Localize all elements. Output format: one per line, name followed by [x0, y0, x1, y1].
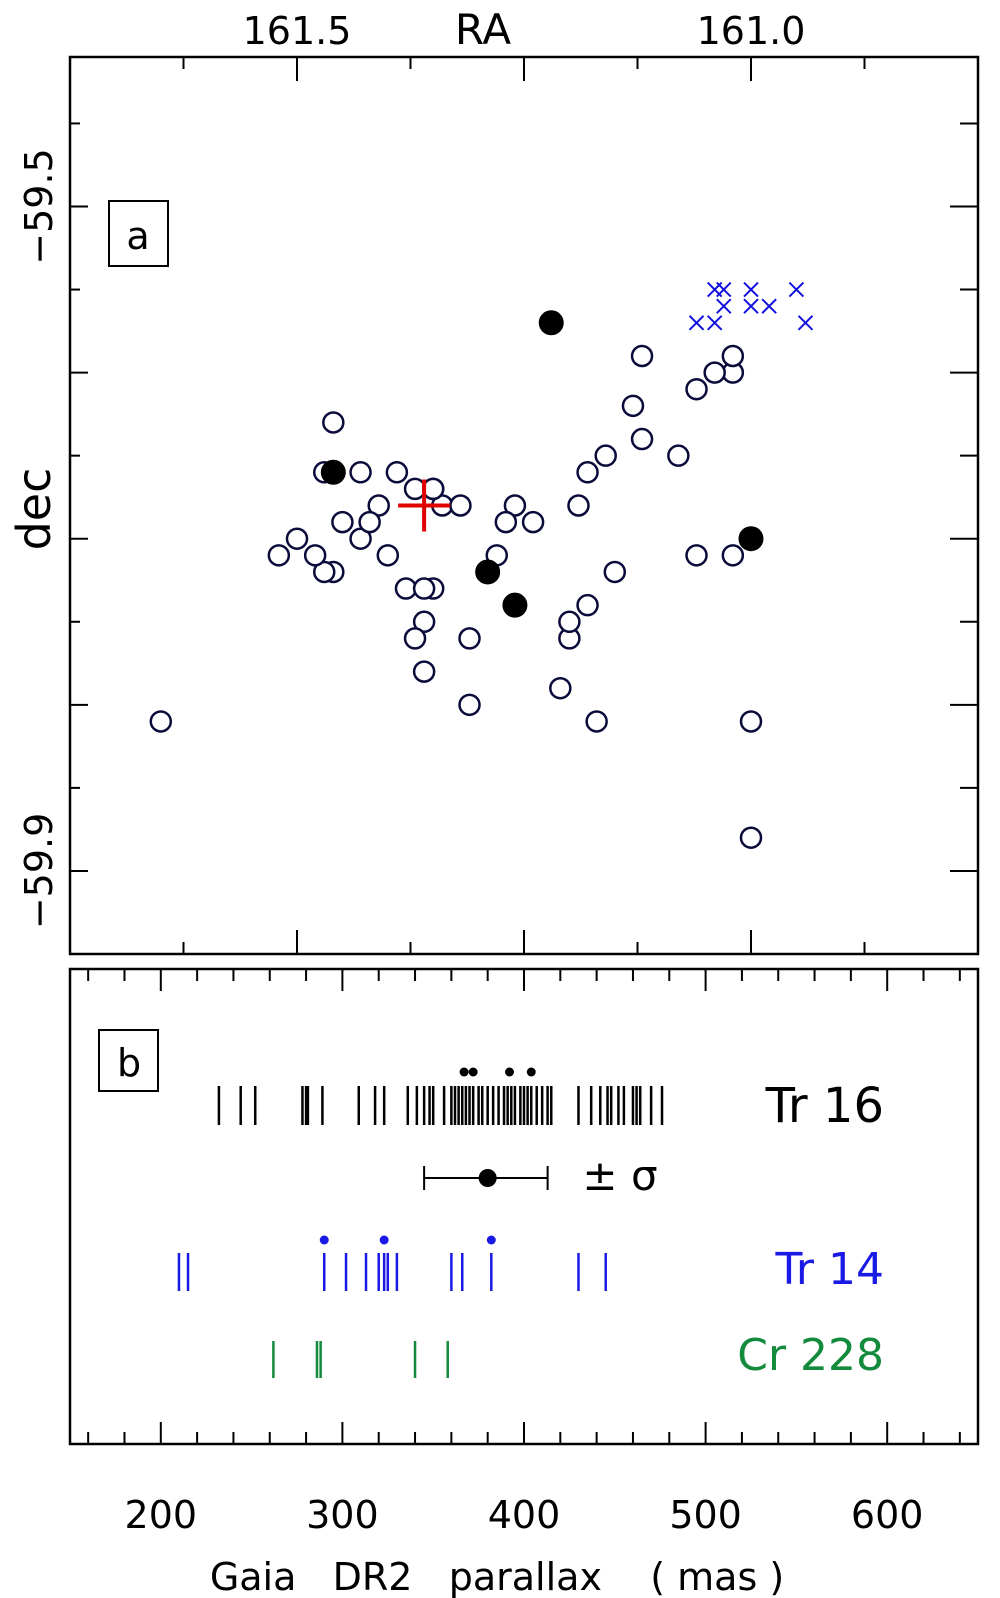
open-circle-point [403, 627, 427, 650]
open-circle-point [739, 826, 763, 849]
parallax-dot-mark [504, 1067, 514, 1077]
open-circle-point [385, 461, 409, 484]
parallax-tick-label: 400 [488, 1493, 561, 1537]
open-circle-point [285, 527, 309, 550]
open-circle-point [621, 394, 645, 418]
ra-axis-label: RA [455, 5, 511, 54]
dec-axis-label: dec [7, 468, 61, 551]
open-circle-point [267, 544, 291, 567]
parallax-axis-label: Gaia DR2 parallax ( mas ) [210, 1555, 784, 1598]
open-circle-point [521, 510, 545, 534]
dec-tick-label: −59.9 [17, 813, 61, 929]
panel-a-points [149, 281, 814, 849]
panel-b-ticks [87, 969, 961, 1444]
panel-a-label-box [108, 200, 169, 267]
parallax-dot-mark [459, 1067, 469, 1077]
panel-a-ticks [70, 57, 978, 954]
open-circle-point [349, 461, 372, 484]
open-circle-point [494, 510, 518, 534]
open-circle-point [603, 560, 627, 584]
open-circle-point [630, 427, 654, 451]
x-marker-point [743, 298, 759, 314]
open-circle-point [594, 444, 617, 467]
x-marker-point [688, 315, 705, 331]
open-circle-point [667, 444, 690, 467]
open-circle-point [585, 710, 608, 733]
open-circle-point [567, 494, 590, 517]
parallax-tick-label: 600 [851, 1493, 924, 1537]
open-circle-point [322, 411, 345, 434]
x-marker-point [788, 281, 805, 298]
parallax-dot-mark [486, 1235, 496, 1245]
parallax-tick-label: 300 [306, 1493, 379, 1537]
cluster-center-marker [398, 479, 451, 532]
panel-b-series: Tr 16 Tr 14 Cr 228 [177, 1067, 884, 1381]
filled-circle-point [502, 592, 528, 618]
open-circle-point [685, 544, 708, 567]
open-circle-point [458, 627, 481, 650]
ra-tick-label: 161.5 [243, 9, 352, 53]
x-marker-point [761, 298, 777, 314]
open-circle-point [376, 544, 400, 567]
parallax-dot-mark [319, 1235, 329, 1245]
open-circle-point [685, 377, 708, 401]
open-circle-point [149, 710, 173, 733]
open-circle-point [331, 510, 354, 534]
parallax-dot-mark [526, 1067, 536, 1077]
parallax-tick-label: 200 [125, 1493, 198, 1537]
x-marker-point [706, 315, 723, 331]
parallax-dot-mark [468, 1067, 478, 1077]
x-marker-point [743, 281, 759, 298]
panel-b-label: b [117, 1041, 141, 1085]
x-marker-point [797, 315, 814, 331]
filled-circle-point [538, 310, 564, 336]
open-circle-point [576, 593, 599, 617]
open-circle-point [449, 494, 472, 517]
open-circle-point [558, 610, 581, 634]
panel-b-label-box [98, 1029, 159, 1092]
ra-tick-label: 161.0 [697, 9, 806, 53]
parallax-dot-mark [379, 1235, 389, 1245]
open-circle-point [703, 361, 726, 384]
open-circle-point [630, 344, 654, 368]
open-circle-point [549, 676, 572, 700]
filled-circle-point [320, 459, 346, 485]
open-circle-point [739, 710, 763, 733]
open-circle-point [721, 544, 745, 567]
open-circle-point [303, 544, 327, 567]
dec-tick-label: −59.5 [17, 148, 61, 264]
panel-b-tick-labels: 200 300 400 500 600 [125, 1493, 924, 1537]
x-marker-point [716, 298, 732, 314]
parallax-tick-label: 500 [669, 1493, 742, 1537]
open-circle-point [358, 510, 381, 534]
series-label: Tr 14 [775, 1244, 884, 1295]
mean-point [478, 1169, 497, 1187]
panel-b: b Gaia DR2 parallax ( mas ) 200 300 400 500… [68, 967, 980, 1598]
x-marker-point [716, 281, 732, 298]
open-circle-point [412, 660, 436, 683]
open-circle-point [412, 577, 436, 600]
panel-a-label: a [126, 214, 149, 258]
filled-circle-point [738, 526, 764, 552]
sigma-label: ± σ [582, 1151, 657, 1200]
open-circle-point [721, 344, 745, 368]
filled-circle-point [475, 559, 501, 585]
panel-a-tick-labels: 161.5 161.0 −59.5 −59.9 [17, 9, 805, 929]
open-circle-point [458, 693, 481, 717]
open-circle-point [576, 461, 599, 484]
open-circle-point [421, 477, 445, 501]
series-label: Tr 16 [765, 1078, 884, 1134]
mean-sigma-marker: ± σ [423, 1151, 658, 1200]
panel-a: a RA dec 161.5 161.0 −59.5 −59.9 [7, 5, 980, 956]
series-label: Cr 228 [737, 1330, 884, 1381]
